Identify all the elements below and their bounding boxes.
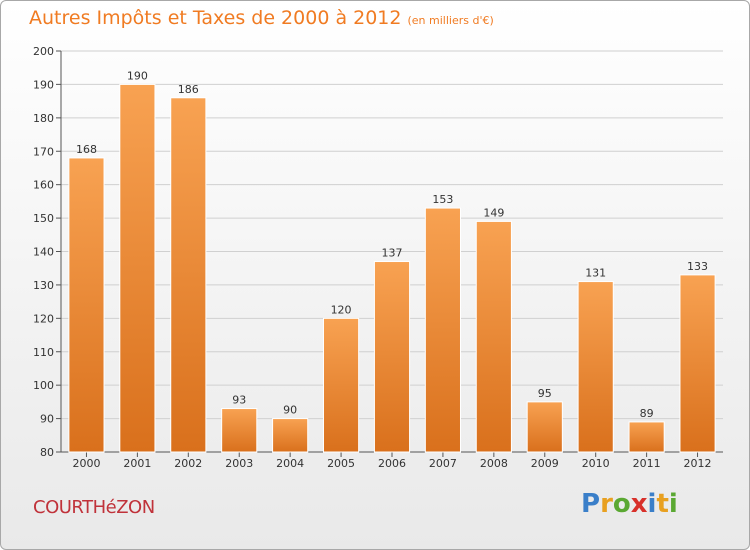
data-label-2006: 137 <box>382 247 403 260</box>
y-tick-labels: 80 90 100 110 120 130 140 150 160 170 180 190 200 <box>33 45 54 459</box>
data-label-2003: 93 <box>232 394 246 407</box>
logo-letter: i <box>648 489 657 519</box>
commune-name: COURTHéZON <box>33 497 155 518</box>
data-label-2005: 120 <box>331 303 352 316</box>
logo-letter: i <box>669 489 678 519</box>
y-tick-label-130: 130 <box>33 279 54 292</box>
x-tick-label-2006: 2006 <box>378 457 406 470</box>
y-tick-label-150: 150 <box>33 212 54 225</box>
logo-letter: t <box>656 489 668 519</box>
y-tick-label-200: 200 <box>33 45 54 58</box>
data-label-2008: 149 <box>483 206 504 219</box>
x-tick-label-2002: 2002 <box>174 457 202 470</box>
x-tick-label-2009: 2009 <box>531 457 559 470</box>
data-label-2012: 133 <box>687 260 708 273</box>
x-tick-label-2011: 2011 <box>633 457 661 470</box>
x-tick-label-2003: 2003 <box>225 457 253 470</box>
data-label-2009: 95 <box>538 387 552 400</box>
bar-2005 <box>324 318 359 452</box>
y-tick-label-100: 100 <box>33 379 54 392</box>
bar-2007 <box>425 208 460 452</box>
data-label-2011: 89 <box>640 407 654 420</box>
data-label-2010: 131 <box>585 267 606 280</box>
bar-2001 <box>120 84 155 452</box>
bar-2002 <box>171 98 206 452</box>
data-label-2000: 168 <box>76 143 97 156</box>
bar-2011 <box>629 422 664 452</box>
logo-letter: P <box>581 489 600 519</box>
y-tick-label-160: 160 <box>33 179 54 192</box>
bar-2000 <box>69 158 104 452</box>
y-tick-label-170: 170 <box>33 145 54 158</box>
y-tick-label-140: 140 <box>33 246 54 259</box>
x-tick-label-2004: 2004 <box>276 457 304 470</box>
logo-letter: o <box>613 489 631 519</box>
proxiti-logo: Proxiti <box>581 489 678 519</box>
x-tick-labels: 2000 2001 2002 2003 2004 2005 2006 2007 2008 2009… <box>72 457 711 470</box>
bar-2012 <box>680 275 715 452</box>
bar-2006 <box>374 262 409 452</box>
bars <box>69 84 715 452</box>
data-label-2007: 153 <box>432 193 453 206</box>
y-tick-label-90: 90 <box>40 413 54 426</box>
bar-2009 <box>527 402 562 452</box>
bar-2010 <box>578 282 613 452</box>
x-tick-label-2008: 2008 <box>480 457 508 470</box>
logo-letter: x <box>631 489 648 519</box>
bar-2008 <box>476 221 511 452</box>
x-tick-label-2001: 2001 <box>123 457 151 470</box>
y-tick-label-180: 180 <box>33 112 54 125</box>
y-tick-label-190: 190 <box>33 78 54 91</box>
x-tick-label-2000: 2000 <box>72 457 100 470</box>
data-label-2002: 186 <box>178 83 199 96</box>
data-label-2001: 190 <box>127 69 148 82</box>
bar-2004 <box>273 419 308 452</box>
y-tick-label-110: 110 <box>33 346 54 359</box>
y-tick-label-120: 120 <box>33 312 54 325</box>
y-tick-label-80: 80 <box>40 446 54 459</box>
bar-2003 <box>222 409 257 452</box>
logo-letter: r <box>600 489 613 519</box>
x-tick-label-2005: 2005 <box>327 457 355 470</box>
x-tick-label-2010: 2010 <box>582 457 610 470</box>
x-tick-label-2012: 2012 <box>684 457 712 470</box>
x-tick-label-2007: 2007 <box>429 457 457 470</box>
data-label-2004: 90 <box>283 404 297 417</box>
